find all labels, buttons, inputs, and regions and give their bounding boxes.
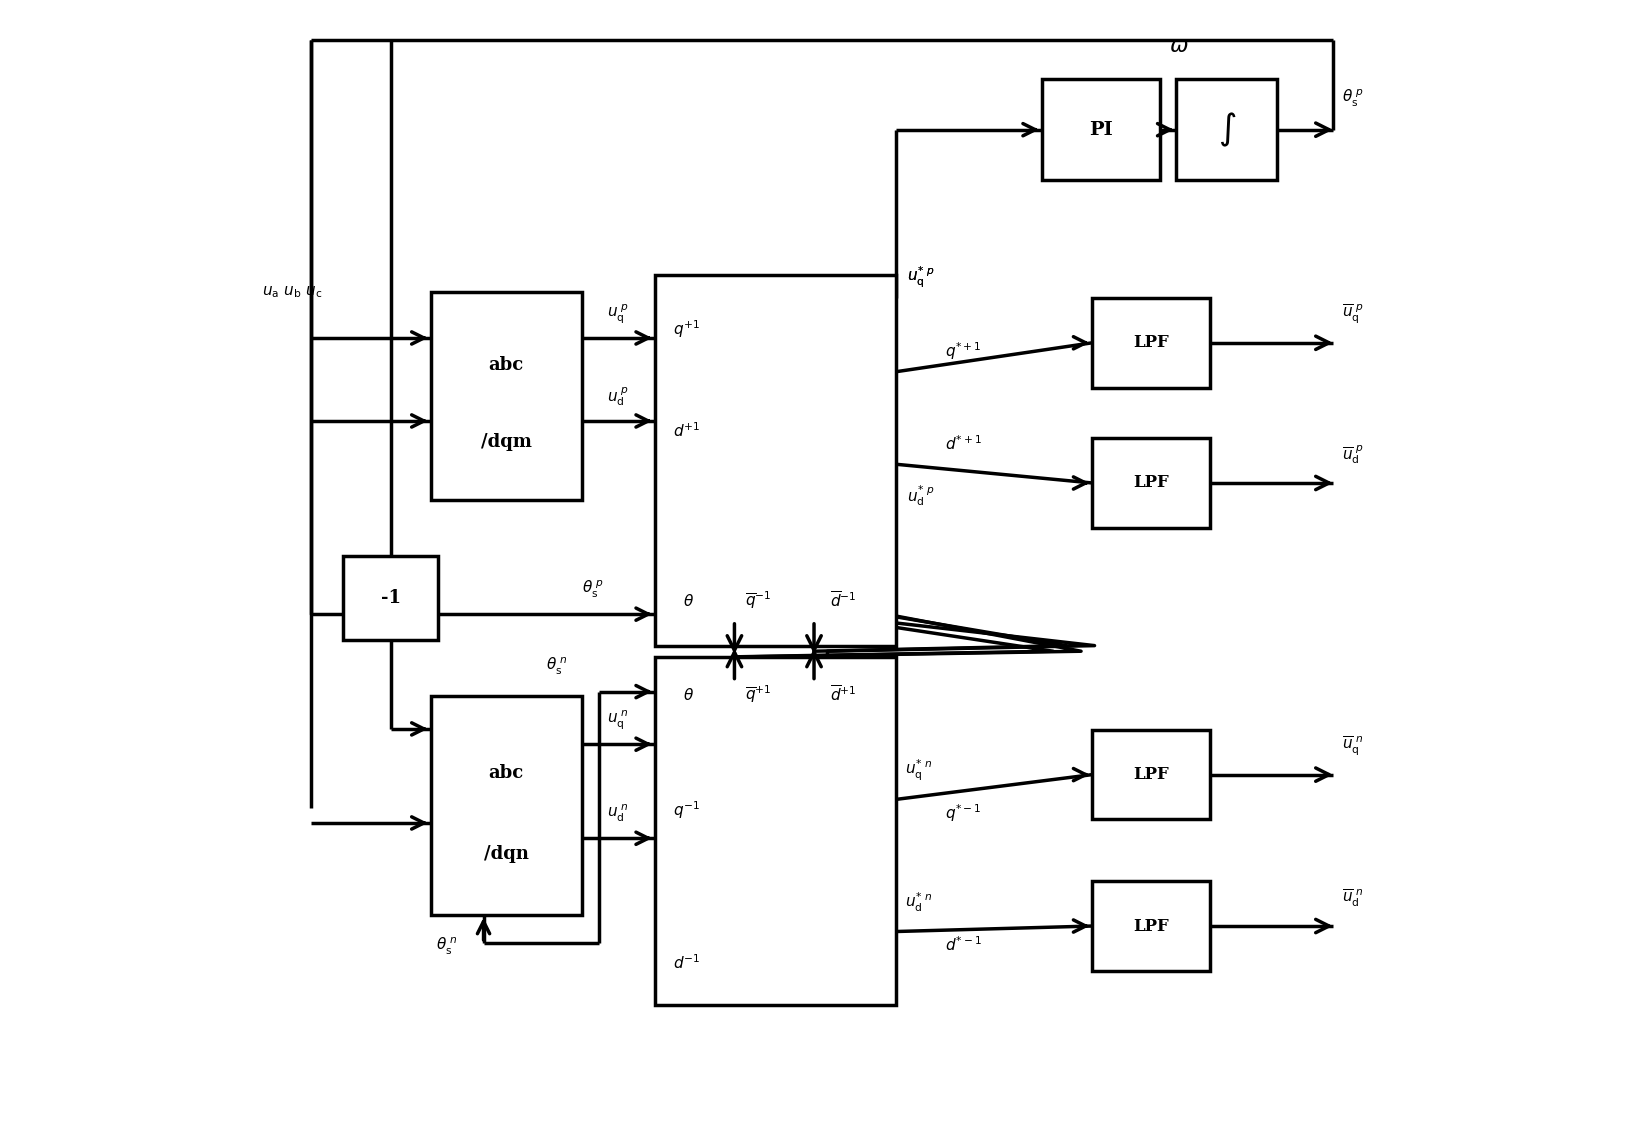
Text: $d^{*-1}$: $d^{*-1}$: [945, 935, 981, 955]
Text: $d^{*+1}$: $d^{*+1}$: [945, 435, 981, 454]
FancyBboxPatch shape: [1092, 730, 1210, 820]
FancyBboxPatch shape: [1041, 80, 1159, 180]
Text: $\theta_{\rm s}^{\ p}$: $\theta_{\rm s}^{\ p}$: [1342, 88, 1365, 109]
Text: $\overline{d}^{+1}$: $\overline{d}^{+1}$: [831, 685, 857, 705]
FancyBboxPatch shape: [1092, 438, 1210, 528]
Text: $u_{\rm q}^{\ p}$: $u_{\rm q}^{\ p}$: [607, 302, 629, 325]
Text: $d^{+1}$: $d^{+1}$: [672, 421, 700, 440]
Text: $\overline{u}_{\rm d}^{\ n}$: $\overline{u}_{\rm d}^{\ n}$: [1342, 887, 1364, 909]
Text: $\theta$: $\theta$: [683, 593, 693, 609]
Text: LPF: LPF: [1133, 475, 1169, 492]
Text: -1: -1: [381, 588, 401, 606]
Text: $\overline{u}_{\rm q}^{\ n}$: $\overline{u}_{\rm q}^{\ n}$: [1342, 734, 1364, 758]
Text: $u_{\rm d}^{*\ p}$: $u_{\rm d}^{*\ p}$: [907, 483, 935, 508]
Text: $q^{*+1}$: $q^{*+1}$: [945, 340, 981, 363]
FancyBboxPatch shape: [1092, 882, 1210, 971]
Text: $\theta_{\rm s}^{\ p}$: $\theta_{\rm s}^{\ p}$: [582, 579, 605, 600]
Text: $\overline{u}_{\rm d}^{\ p}$: $\overline{u}_{\rm d}^{\ p}$: [1342, 444, 1364, 466]
Text: /dqm: /dqm: [481, 432, 531, 450]
FancyBboxPatch shape: [343, 556, 438, 640]
Text: $u_{\rm q}^{*\ p}$: $u_{\rm q}^{*\ p}$: [907, 265, 935, 290]
Text: /dqn: /dqn: [484, 844, 528, 862]
Text: $\int$: $\int$: [1218, 110, 1236, 148]
FancyBboxPatch shape: [430, 696, 582, 915]
Text: $\overline{u}_{\rm q}^{\ p}$: $\overline{u}_{\rm q}^{\ p}$: [1342, 303, 1364, 327]
Text: $\overline{q}^{+1}$: $\overline{q}^{+1}$: [746, 684, 772, 706]
Text: $u_{\rm d}^{\ n}$: $u_{\rm d}^{\ n}$: [608, 803, 629, 824]
FancyBboxPatch shape: [656, 657, 896, 1005]
FancyBboxPatch shape: [430, 292, 582, 500]
Text: PI: PI: [1089, 120, 1112, 138]
Text: $u_{\rm q}^{*\ p}$: $u_{\rm q}^{*\ p}$: [907, 265, 935, 290]
Text: LPF: LPF: [1133, 766, 1169, 783]
Text: $\theta_{\rm s}^{\ n}$: $\theta_{\rm s}^{\ n}$: [437, 935, 458, 957]
FancyBboxPatch shape: [1177, 80, 1277, 180]
Text: $\omega$: $\omega$: [1169, 35, 1189, 56]
Text: abc: abc: [489, 356, 523, 374]
FancyBboxPatch shape: [656, 275, 896, 646]
Text: $u_{\rm a}\ u_{\rm b}\ u_{\rm c}$: $u_{\rm a}\ u_{\rm b}\ u_{\rm c}$: [262, 284, 322, 300]
Text: $u_{\rm d}^{*\ n}$: $u_{\rm d}^{*\ n}$: [906, 891, 932, 914]
Text: $\overline{d}^{-1}$: $\overline{d}^{-1}$: [831, 591, 857, 611]
Text: $\theta$: $\theta$: [683, 687, 693, 703]
Text: $\overline{q}^{-1}$: $\overline{q}^{-1}$: [746, 591, 772, 612]
Text: $q^{*-1}$: $q^{*-1}$: [945, 802, 981, 823]
Text: $d^{-1}$: $d^{-1}$: [672, 953, 700, 973]
Text: $q^{-1}$: $q^{-1}$: [672, 798, 700, 821]
Text: LPF: LPF: [1133, 917, 1169, 934]
Text: abc: abc: [489, 764, 523, 782]
Text: $u_{\rm q}^{*\ n}$: $u_{\rm q}^{*\ n}$: [906, 758, 932, 783]
Text: $u_{\rm d}^{\ p}$: $u_{\rm d}^{\ p}$: [607, 385, 629, 408]
Text: $u_{\rm q}^{\ n}$: $u_{\rm q}^{\ n}$: [608, 707, 629, 731]
FancyBboxPatch shape: [1092, 298, 1210, 387]
Text: $q^{+1}$: $q^{+1}$: [672, 318, 700, 340]
Text: LPF: LPF: [1133, 335, 1169, 351]
Text: $\theta_{\rm s}^{\ n}$: $\theta_{\rm s}^{\ n}$: [546, 656, 569, 677]
